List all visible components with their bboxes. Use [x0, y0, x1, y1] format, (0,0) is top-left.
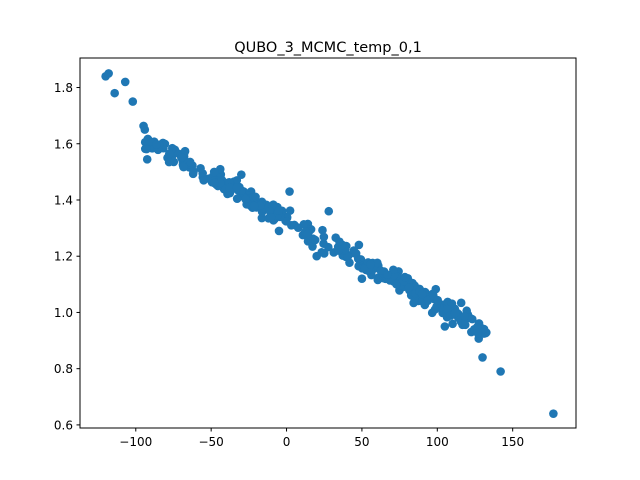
x-tick-label: −50 — [198, 435, 223, 449]
x-tick-label: −100 — [119, 435, 152, 449]
data-point — [343, 252, 353, 261]
data-point — [142, 155, 152, 164]
data-point — [442, 304, 452, 314]
data-point — [142, 144, 151, 154]
data-point — [308, 242, 317, 251]
data-point — [335, 237, 344, 246]
data-point — [179, 162, 188, 172]
x-axis: −100 −50 0 50 100 150 — [119, 428, 524, 449]
x-tick-label: 50 — [354, 435, 369, 449]
data-point — [351, 249, 361, 258]
data-point — [128, 97, 138, 106]
data-point — [249, 201, 259, 211]
data-point — [310, 235, 320, 245]
y-axis: 0.6 0.8 1.0 1.2 1.4 1.6 1.8 — [54, 81, 80, 432]
data-point — [312, 251, 321, 261]
data-point — [431, 284, 441, 294]
y-tick-label: 0.8 — [54, 362, 73, 376]
data-point — [357, 274, 367, 284]
x-tick-label: 150 — [501, 435, 524, 449]
y-tick-label: 1.6 — [54, 137, 73, 151]
data-point — [354, 240, 364, 250]
data-point — [417, 289, 427, 299]
x-tick-label: 0 — [283, 435, 291, 449]
data-point — [164, 149, 174, 159]
plot-frame — [79, 57, 577, 429]
data-points — [101, 69, 558, 418]
data-point — [266, 212, 276, 222]
data-point — [274, 226, 284, 236]
data-point — [152, 140, 161, 149]
data-point — [496, 367, 505, 376]
data-point — [460, 320, 470, 330]
data-point — [281, 217, 291, 226]
data-point — [473, 328, 483, 338]
data-point — [448, 319, 457, 329]
data-point — [293, 223, 303, 233]
data-point — [400, 272, 410, 282]
data-point — [196, 164, 205, 173]
data-point — [456, 298, 466, 308]
data-point — [209, 167, 219, 177]
data-point — [303, 229, 313, 239]
data-point — [237, 170, 246, 179]
y-tick-label: 1.0 — [54, 306, 73, 320]
data-point — [225, 183, 234, 193]
data-point — [460, 312, 470, 321]
data-point — [409, 298, 418, 308]
data-point — [319, 232, 329, 242]
data-point — [120, 77, 130, 87]
data-point — [318, 225, 327, 235]
data-point — [285, 187, 294, 196]
data-point — [241, 194, 250, 204]
data-point — [404, 283, 414, 292]
data-point — [274, 206, 284, 215]
data-point — [319, 249, 329, 258]
y-tick-label: 1.8 — [54, 81, 73, 95]
data-point — [232, 194, 242, 203]
data-point — [467, 314, 477, 324]
data-point — [251, 192, 260, 202]
data-point — [189, 167, 198, 176]
data-point — [391, 279, 401, 289]
data-point — [104, 69, 113, 78]
data-point — [430, 305, 440, 314]
data-point — [549, 409, 558, 418]
data-point — [373, 258, 382, 268]
data-point — [366, 260, 375, 269]
data-point — [478, 353, 487, 362]
data-point — [376, 266, 386, 275]
data-point — [177, 153, 186, 162]
x-tick-label: 100 — [426, 435, 449, 449]
y-tick-label: 0.6 — [54, 418, 73, 432]
data-point — [110, 88, 119, 98]
data-point — [450, 308, 460, 318]
data-point — [440, 322, 450, 331]
chart-title: QUBO_3_MCMC_temp_0,1 — [234, 40, 422, 56]
data-point — [164, 157, 174, 167]
data-point — [324, 206, 334, 216]
y-tick-label: 1.4 — [54, 193, 73, 207]
data-point — [389, 265, 398, 275]
data-point — [257, 213, 267, 223]
data-point — [199, 176, 208, 185]
data-point — [139, 121, 148, 131]
data-point — [185, 157, 195, 167]
data-point — [319, 239, 328, 248]
data-point — [209, 178, 219, 188]
data-point — [285, 206, 295, 215]
data-point — [433, 295, 443, 305]
data-point — [232, 183, 242, 192]
y-tick-label: 1.2 — [54, 250, 73, 264]
data-point — [383, 270, 392, 280]
